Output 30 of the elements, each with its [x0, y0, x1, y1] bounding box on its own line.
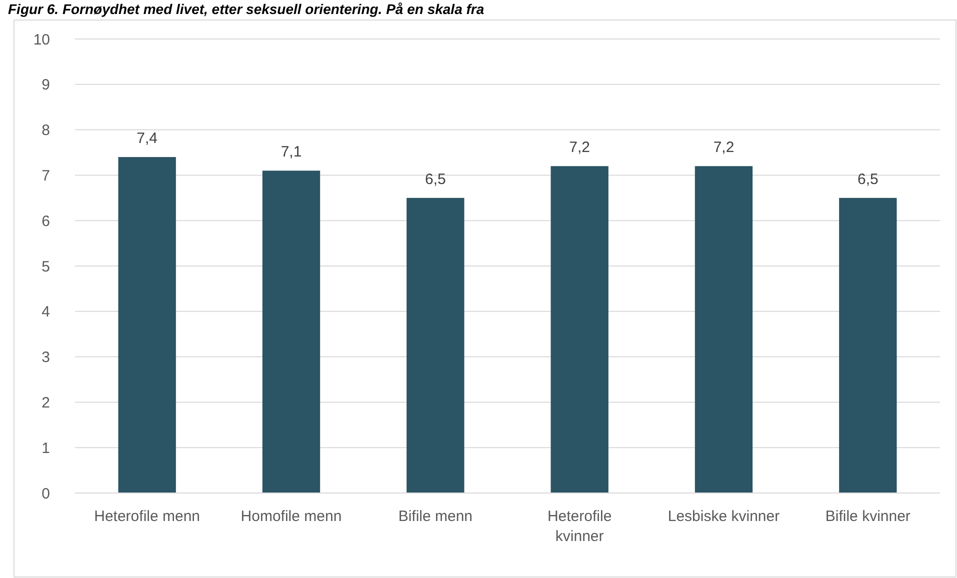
y-tick-label: 1: [42, 440, 50, 457]
x-tick-label: Homofile menn: [240, 508, 342, 525]
x-tick-label: Bifile kvinner: [825, 508, 910, 525]
y-tick-label: 0: [42, 485, 50, 502]
bar: [406, 198, 464, 493]
x-tick-label: Heterofile kvinner: [547, 508, 612, 545]
y-tick-label: 10: [33, 31, 50, 48]
bar: [262, 170, 320, 493]
bar: [550, 166, 608, 493]
y-tick-label: 6: [42, 212, 50, 230]
data-label: 7,2: [569, 139, 590, 156]
y-tick-label: 9: [42, 76, 50, 94]
data-label: 7,1: [280, 144, 302, 161]
y-tick-label: 4: [42, 304, 50, 321]
data-label: 6,5: [857, 170, 878, 188]
data-label: 6,5: [424, 170, 446, 188]
x-tick-label: Lesbiske kvinner: [668, 508, 780, 525]
y-tick-label: 5: [42, 258, 50, 276]
data-label: 7,2: [713, 139, 734, 156]
y-tick-label: 7: [42, 167, 50, 184]
bar: [694, 166, 753, 493]
data-label: 7,4: [136, 130, 158, 148]
x-tick-label: Heterofile menn: [94, 508, 200, 525]
bar: [839, 198, 897, 493]
y-tick-label: 8: [42, 122, 50, 140]
bar: [118, 157, 176, 493]
y-tick-label: 2: [42, 394, 50, 412]
y-tick-label: 3: [42, 349, 50, 366]
chart-title: Figur 6. Fornøydhet med livet, etter seksuell orientering. På en skala fra: [8, 1, 484, 17]
x-tick-label: Bifile menn: [398, 508, 473, 525]
